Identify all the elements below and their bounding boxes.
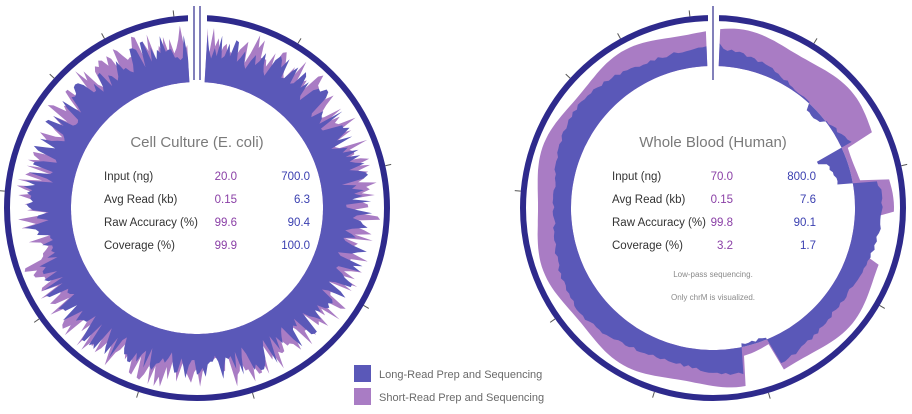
long-read-value: 700.0: [281, 171, 310, 183]
short-read-value: 0.15: [711, 194, 733, 206]
chart-title: Whole Blood (Human): [639, 134, 787, 151]
short-read-value: 99.6: [215, 217, 237, 229]
short-read-value: 99.9: [215, 240, 237, 252]
short-read-coverage-track: [537, 28, 894, 388]
genome-tick-mark: [549, 318, 556, 323]
chart-panel-whole-blood: Whole Blood (Human) Input (ng) 70.0 800.…: [514, 4, 908, 401]
long-read-value: 90.4: [288, 217, 311, 229]
long-read-value: 1.7: [800, 240, 816, 252]
row-label: Raw Accuracy (%): [104, 217, 198, 229]
genome-tick-mark: [297, 38, 302, 44]
legend-label-long-read: Long-Read Prep and Sequencing: [379, 369, 542, 381]
genome-tick-mark: [172, 10, 175, 17]
long-read-value: 90.1: [794, 217, 816, 229]
genome-ticks: [514, 10, 908, 399]
genome-ticks: [0, 10, 392, 399]
short-read-value: 20.0: [215, 171, 237, 183]
genome-tick-mark: [101, 33, 105, 39]
long-read-value: 6.3: [294, 194, 310, 206]
genome-tick-mark: [565, 73, 571, 79]
row-label: Avg Read (kb): [104, 194, 177, 206]
short-read-value: 0.15: [215, 194, 237, 206]
genome-tick-mark: [0, 190, 5, 192]
legend-swatch-long-read: [354, 365, 371, 382]
chart-note: Only chrM is visualized.: [671, 293, 755, 302]
long-read-coverage-track: [23, 34, 373, 379]
genome-tick-mark: [363, 305, 370, 309]
legend: Long-Read Prep and Sequencing Short-Read…: [354, 365, 544, 405]
short-read-value: 99.8: [711, 217, 733, 229]
genome-tick-mark: [688, 10, 691, 17]
chart-title: Cell Culture (E. coli): [130, 134, 263, 151]
long-read-value: 7.6: [800, 194, 816, 206]
genome-tick-mark: [652, 391, 655, 398]
genome-tick-mark: [385, 163, 392, 167]
genome-tick-mark: [252, 392, 255, 399]
genome-tick-mark: [136, 391, 139, 398]
row-label: Coverage (%): [104, 240, 175, 252]
row-label: Input (ng): [104, 171, 153, 183]
long-read-value: 100.0: [281, 240, 310, 252]
genome-tick-mark: [33, 318, 40, 323]
legend-label-short-read: Short-Read Prep and Sequencing: [379, 392, 544, 404]
chart-panel-cell-culture: Cell Culture (E. coli) Input (ng) 20.0 7…: [0, 4, 392, 401]
genome-tick-mark: [813, 38, 818, 44]
ring-origin-gap: [188, 4, 207, 34]
chart-note: Low-pass sequencing.: [673, 270, 753, 279]
coverage-tracks: [16, 25, 381, 387]
long-read-value: 800.0: [787, 171, 816, 183]
coverage-tracks: [537, 28, 894, 388]
genome-tick-mark: [768, 392, 771, 399]
short-read-value: 70.0: [711, 171, 733, 183]
genome-tick-mark: [617, 33, 621, 39]
legend-swatch-short-read: [354, 388, 371, 405]
genome-tick-mark: [514, 190, 521, 192]
row-label: Raw Accuracy (%): [612, 217, 706, 229]
genome-tick-mark: [901, 163, 908, 167]
genome-tick-mark: [879, 305, 886, 309]
row-label: Coverage (%): [612, 240, 683, 252]
genome-tick-mark: [49, 73, 55, 79]
row-label: Avg Read (kb): [612, 194, 685, 206]
short-read-value: 3.2: [717, 240, 733, 252]
row-label: Input (ng): [612, 171, 661, 183]
